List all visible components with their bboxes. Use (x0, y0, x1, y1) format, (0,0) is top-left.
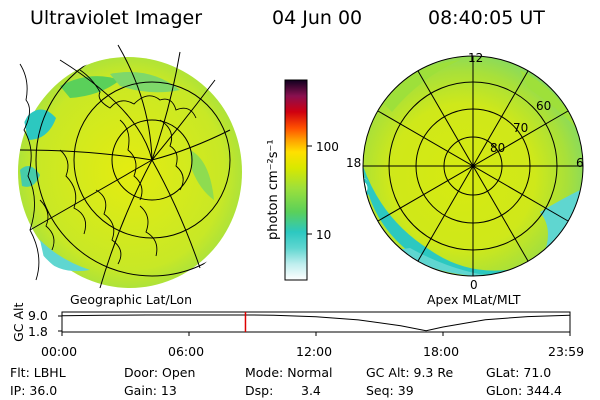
mlt-label-0: 0 (470, 278, 478, 292)
left-coastlines (19, 63, 197, 281)
mlt-label-12: 12 (468, 51, 483, 65)
orbit-altitude-plot (58, 311, 571, 336)
colorbar-tick-label-10: 10 (316, 228, 331, 242)
mlt-label-18: 18 (346, 156, 361, 170)
glat-readout: GLat: 71.0 (486, 365, 552, 380)
ip-label: IP: 36.0 (10, 383, 58, 398)
filter-label: Flt: LBHL (10, 365, 66, 380)
right-panel-caption: Apex MLat/MLT (427, 292, 521, 307)
right-grid (362, 55, 584, 277)
left-lon-grid (19, 44, 231, 289)
dsp-value: 3.4 (301, 383, 321, 398)
gain-label: Gain: 13 (124, 383, 177, 398)
colorbar-scale (284, 79, 308, 281)
mode-label: Mode: Normal (245, 365, 333, 380)
mlt-label-6: 6 (576, 156, 584, 170)
colorbar-units-label: photon cm⁻²s⁻¹ (266, 139, 281, 240)
gc-alt-readout: GC Alt: 9.3 Re (366, 365, 454, 380)
door-label: Door: Open (124, 365, 196, 380)
date-label: 04 Jun 00 (272, 7, 363, 29)
orbit-ytick-label-high: 9.0 (28, 308, 48, 323)
orbit-xtick-label-1: 06:00 (168, 344, 205, 359)
mlat-label-60: 60 (536, 99, 551, 113)
glon-readout: GLon: 344.4 (486, 383, 562, 398)
polar-map: 12 18 6 0 60 70 80 (346, 51, 584, 292)
orbit-ylabel: GC Alt (10, 302, 26, 342)
orbit-xtick-label-0: 00:00 (41, 344, 78, 359)
left-panel-caption: Geographic Lat/Lon (70, 292, 192, 307)
orbit-xtick-label-4: 23:59 (548, 344, 585, 359)
orbit-xtick-label-3: 18:00 (423, 344, 460, 359)
colorbar-tick-label-100: 100 (316, 140, 339, 154)
instrument-title: Ultraviolet Imager (30, 7, 203, 29)
mlat-label-70: 70 (513, 121, 528, 135)
mlat-label-80: 80 (490, 141, 505, 155)
gc-alt-series-line (61, 314, 570, 332)
time-label: 08:40:05 UT (428, 7, 545, 29)
orbit-ytick-label-low: 1.8 (28, 324, 48, 339)
geographic-map (12, 44, 244, 293)
orbit-x-ticks (61, 332, 571, 336)
seq-label: Seq: 39 (366, 383, 414, 398)
dsp-label: Dsp: (245, 383, 274, 398)
colorbar: 100 10 photon cm⁻²s⁻¹ (266, 79, 339, 281)
left-lat-grid (12, 57, 244, 293)
orbit-xtick-label-2: 12:00 (296, 344, 333, 359)
